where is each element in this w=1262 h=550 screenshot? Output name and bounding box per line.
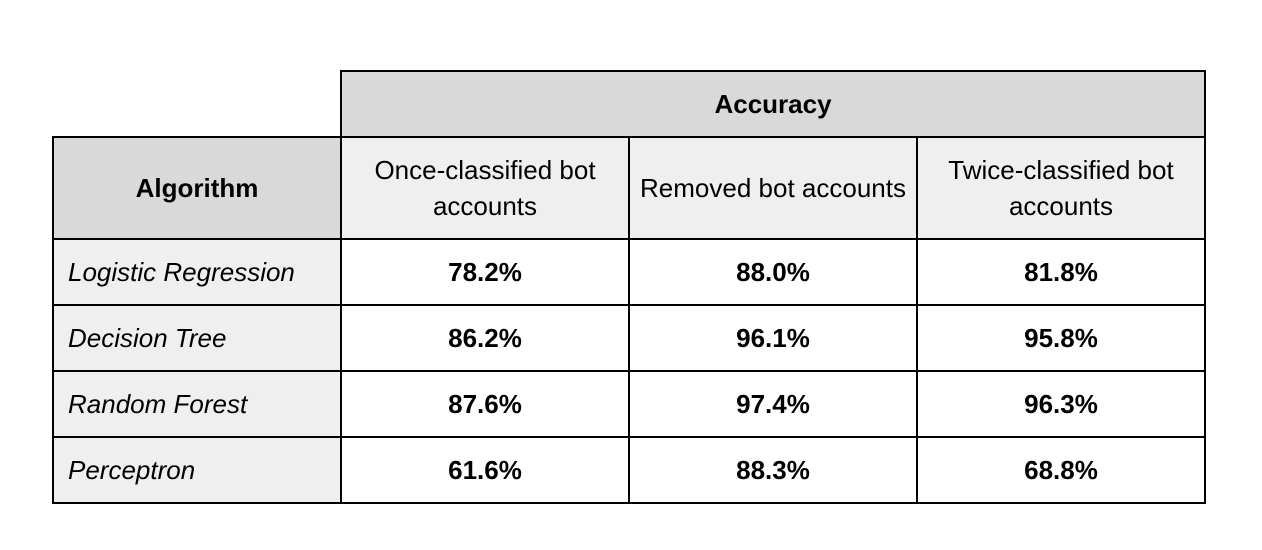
table-cell: 86.2% xyxy=(340,304,630,372)
table-cell: 68.8% xyxy=(916,436,1206,504)
table-cell: 95.8% xyxy=(916,304,1206,372)
column-header-once-classified: Once-classified bot accounts xyxy=(340,136,630,240)
table-cell: 61.6% xyxy=(340,436,630,504)
algorithm-column-header: Algorithm xyxy=(52,136,342,240)
table-cell: 96.1% xyxy=(628,304,918,372)
table-cell: 88.0% xyxy=(628,238,918,306)
accuracy-group-header: Accuracy xyxy=(340,70,1206,138)
table-cell: 81.8% xyxy=(916,238,1206,306)
column-header-removed: Removed bot accounts xyxy=(628,136,918,240)
row-algorithm-perceptron: Perceptron xyxy=(52,436,342,504)
row-algorithm-random-forest: Random Forest xyxy=(52,370,342,438)
column-header-twice-classified: Twice-classified bot accounts xyxy=(916,136,1206,240)
table-cell: 97.4% xyxy=(628,370,918,438)
table-cell: 87.6% xyxy=(340,370,630,438)
table-cell: 96.3% xyxy=(916,370,1206,438)
row-algorithm-logistic-regression: Logistic Regression xyxy=(52,238,342,306)
row-algorithm-decision-tree: Decision Tree xyxy=(52,304,342,372)
table-cell: 88.3% xyxy=(628,436,918,504)
table-cell: 78.2% xyxy=(340,238,630,306)
